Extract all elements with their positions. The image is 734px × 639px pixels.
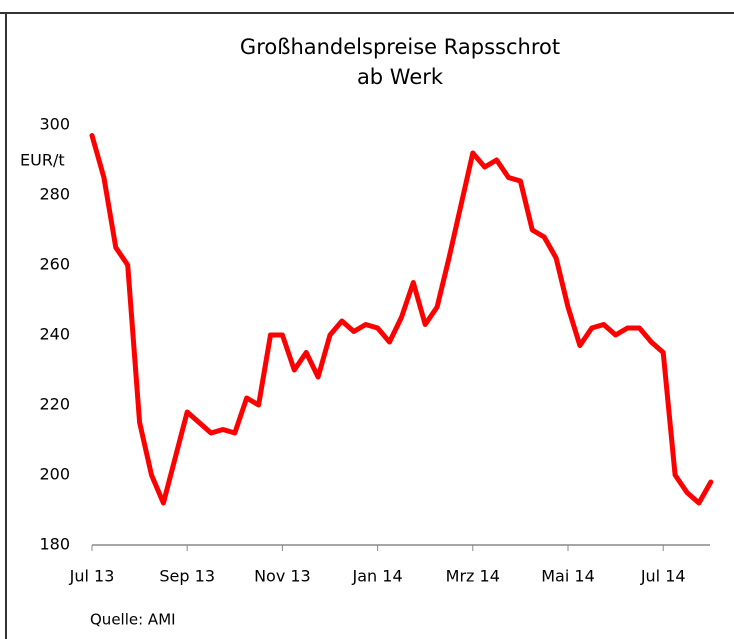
source: Quelle: AMI [90,611,176,629]
x-tick-label: Mrz 14 [446,567,500,586]
y-axis-label: EUR/t [20,151,65,170]
y-tick-label: 280 [39,185,70,204]
x-tick-label: Jul 14 [640,567,686,586]
y-tick-label: 180 [39,535,70,554]
y-tick-label: 220 [39,395,70,414]
x-tick-label: Mai 14 [541,567,595,586]
x-tick-label: Jan 14 [352,567,403,586]
x-tick-label: Sep 13 [159,567,215,586]
y-tick-label: 300 [39,115,70,134]
y-tick-label: 240 [39,325,70,344]
price-line [89,133,714,506]
x-tick-label: Jul 13 [69,567,115,586]
y-tick-label: 260 [39,255,70,274]
chart-title: Großhandelspreise Rapsschrot [240,35,560,59]
y-tick-label: 200 [39,465,70,484]
x-tick-label: Nov 13 [254,567,311,586]
chart-title: ab Werk [357,65,444,89]
